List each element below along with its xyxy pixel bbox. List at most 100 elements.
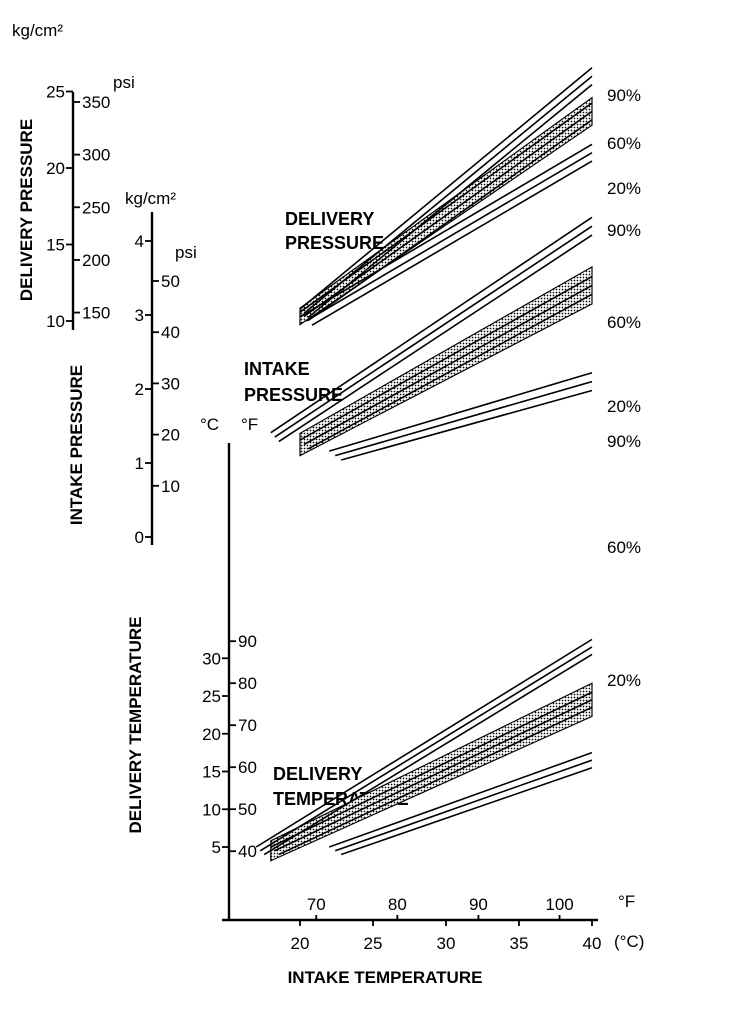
delivery-pressure-series-20pct-line-1 bbox=[305, 152, 593, 322]
intake-pressure-90-label: 90% bbox=[607, 221, 641, 240]
axis-ticks: 10 15 20 25 150 200 250 300 350 0 1 2 3 4 10 20 30 40 50 5 1… bbox=[46, 83, 601, 954]
delivery-pressure-series-60pct-line-0 bbox=[299, 102, 593, 313]
delivery-pressure-kg-tick-label-0: 10 bbox=[46, 312, 65, 331]
intake-pressure-series-20pct-line-0 bbox=[328, 371, 593, 452]
delivery-temperature-f-tick-label-0: 40 bbox=[238, 842, 257, 861]
chart-marks bbox=[255, 67, 593, 862]
x-fahrenheit-tick-label-1: 80 bbox=[388, 895, 407, 914]
delivery-temperature-f-tick-label-2: 60 bbox=[238, 758, 257, 777]
delivery-temperature-f-unit: °F bbox=[241, 415, 258, 434]
intake-pressure-series-20pct-line-1 bbox=[334, 380, 593, 457]
delivery-temperature-series-90pct-line-2 bbox=[263, 653, 593, 856]
intake-pressure-kg-unit: kg/cm² bbox=[125, 189, 176, 208]
delivery-pressure-90-label: 90% bbox=[607, 86, 641, 105]
delivery-pressure-psi-tick-label-1: 200 bbox=[82, 251, 110, 270]
delivery-pressure-group-label-line1: DELIVERY bbox=[285, 209, 374, 229]
delivery-temperature-series-60pct-line-1 bbox=[274, 699, 593, 852]
x-fahrenheit-tick-label-2: 90 bbox=[469, 895, 488, 914]
delivery-temperature-series-20pct-line-0 bbox=[328, 751, 593, 848]
delivery-temperature-c-tick-label-1: 10 bbox=[202, 800, 221, 819]
intake-pressure-shaded-band bbox=[299, 265, 593, 457]
intake-pressure-series-90pct-line-0 bbox=[270, 216, 593, 434]
delivery-pressure-psi-tick-label-0: 150 bbox=[82, 304, 110, 323]
delivery-pressure-series-90pct-line-0 bbox=[299, 67, 593, 310]
intake-pressure-axis-title: INTAKE PRESSURE bbox=[67, 365, 86, 525]
delivery-pressure-series-20pct-line-2 bbox=[311, 160, 593, 326]
intake-pressure-60-label: 60% bbox=[607, 313, 641, 332]
x-fahrenheit-tick-label-3: 100 bbox=[545, 895, 573, 914]
delivery-temperature-curves bbox=[255, 638, 593, 862]
delivery-pressure-kg-tick-label-2: 20 bbox=[46, 159, 65, 178]
x-celsius-tick-label-4: 40 bbox=[583, 934, 602, 953]
x-axis-title: INTAKE TEMPERATURE bbox=[288, 968, 483, 987]
delivery-pressure-psi-tick-label-2: 250 bbox=[82, 198, 110, 217]
delivery-temperature-c-tick-label-4: 25 bbox=[202, 687, 221, 706]
delivery-temperature-c-tick-label-2: 15 bbox=[202, 763, 221, 782]
delivery-pressure-series-90pct-line-1 bbox=[303, 75, 593, 314]
intake-pressure-psi-tick-label-0: 10 bbox=[161, 477, 180, 496]
delivery-temperature-60-label: 60% bbox=[607, 538, 641, 557]
delivery-pressure-psi-tick-label-4: 350 bbox=[82, 93, 110, 112]
intake-pressure-psi-tick-label-3: 40 bbox=[161, 323, 180, 342]
x-celsius-tick-label-0: 20 bbox=[291, 934, 310, 953]
intake-pressure-psi-tick-label-4: 50 bbox=[161, 272, 180, 291]
x-axis-fahrenheit-unit: °F bbox=[618, 892, 635, 911]
delivery-pressure-group-label-line2: PRESSURE bbox=[285, 233, 384, 253]
intake-pressure-psi-tick-label-2: 30 bbox=[161, 374, 180, 393]
intake-pressure-series-60pct-line-1 bbox=[303, 284, 593, 446]
delivery-temperature-c-tick-label-3: 20 bbox=[202, 725, 221, 744]
delivery-pressure-psi-unit: psi bbox=[113, 73, 135, 92]
delivery-temperature-f-tick-label-4: 80 bbox=[238, 674, 257, 693]
intake-pressure-kg-tick-label-3: 3 bbox=[135, 306, 144, 325]
delivery-pressure-kg-tick-label-3: 25 bbox=[46, 83, 65, 102]
delivery-temperature-f-tick-label-3: 70 bbox=[238, 716, 257, 735]
delivery-temperature-series-60pct-line-2 bbox=[278, 706, 593, 856]
delivery-temperature-series-90pct-line-0 bbox=[255, 638, 593, 848]
delivery-pressure-60-label: 60% bbox=[607, 134, 641, 153]
delivery-temperature-20-label: 20% bbox=[607, 671, 641, 690]
x-celsius-tick-label-2: 30 bbox=[437, 934, 456, 953]
x-celsius-tick-label-3: 35 bbox=[510, 934, 529, 953]
delivery-pressure-curves bbox=[299, 67, 593, 326]
x-axis-celsius-unit: (°C) bbox=[614, 932, 644, 951]
delivery-pressure-series-60pct-line-2 bbox=[307, 119, 593, 322]
intake-pressure-series-60pct-line-0 bbox=[299, 275, 593, 441]
delivery-temperature-series-90pct-line-1 bbox=[259, 646, 593, 852]
intake-pressure-kg-tick-label-4: 4 bbox=[135, 232, 144, 251]
delivery-temperature-axis-title: DELIVERY TEMPERATURE bbox=[126, 617, 145, 834]
intake-pressure-kg-tick-label-2: 2 bbox=[135, 380, 144, 399]
delivery-pressure-axis-title: DELIVERY PRESSURE bbox=[17, 119, 36, 301]
delivery-temperature-c-tick-label-5: 30 bbox=[202, 649, 221, 668]
delivery-pressure-psi-tick-label-3: 300 bbox=[82, 146, 110, 165]
delivery-temperature-shaded-band bbox=[270, 682, 593, 862]
intake-pressure-psi-tick-label-1: 20 bbox=[161, 426, 180, 445]
delivery-pressure-series-20pct-line-0 bbox=[299, 143, 593, 318]
delivery-temperature-group-label-line1: DELIVERY bbox=[273, 764, 362, 784]
intake-pressure-curves bbox=[270, 216, 593, 461]
intake-pressure-series-60pct-line-2 bbox=[307, 293, 593, 450]
intake-pressure-kg-tick-label-1: 1 bbox=[135, 454, 144, 473]
intake-pressure-series-20pct-line-2 bbox=[340, 389, 593, 461]
intake-pressure-group-label-line1: INTAKE bbox=[244, 359, 310, 379]
delivery-pressure-series-90pct-line-2 bbox=[307, 83, 593, 319]
x-fahrenheit-tick-label-0: 70 bbox=[307, 895, 326, 914]
delivery-temperature-90-label: 90% bbox=[607, 432, 641, 451]
intake-pressure-kg-tick-label-0: 0 bbox=[135, 528, 144, 547]
delivery-temperature-series-60pct-line-0 bbox=[270, 691, 593, 848]
delivery-pressure-kg-unit: kg/cm² bbox=[12, 21, 63, 40]
delivery-temperature-c-tick-label-0: 5 bbox=[212, 838, 221, 857]
intake-pressure-psi-unit: psi bbox=[175, 243, 197, 262]
delivery-pressure-kg-tick-label-1: 15 bbox=[46, 236, 65, 255]
delivery-pressure-20-label: 20% bbox=[607, 179, 641, 198]
delivery-temperature-c-unit: °C bbox=[200, 415, 219, 434]
intake-pressure-20-label: 20% bbox=[607, 397, 641, 416]
x-celsius-tick-label-1: 25 bbox=[364, 934, 383, 953]
delivery-temperature-f-tick-label-5: 90 bbox=[238, 632, 257, 651]
delivery-pressure-series-60pct-line-1 bbox=[303, 110, 593, 318]
delivery-temperature-series-20pct-line-1 bbox=[334, 759, 593, 852]
delivery-temperature-f-tick-label-1: 50 bbox=[238, 800, 257, 819]
intake-pressure-series-90pct-line-1 bbox=[274, 225, 593, 438]
intake-pressure-series-90pct-line-2 bbox=[278, 234, 593, 443]
delivery-temperature-series-20pct-line-2 bbox=[340, 766, 593, 856]
